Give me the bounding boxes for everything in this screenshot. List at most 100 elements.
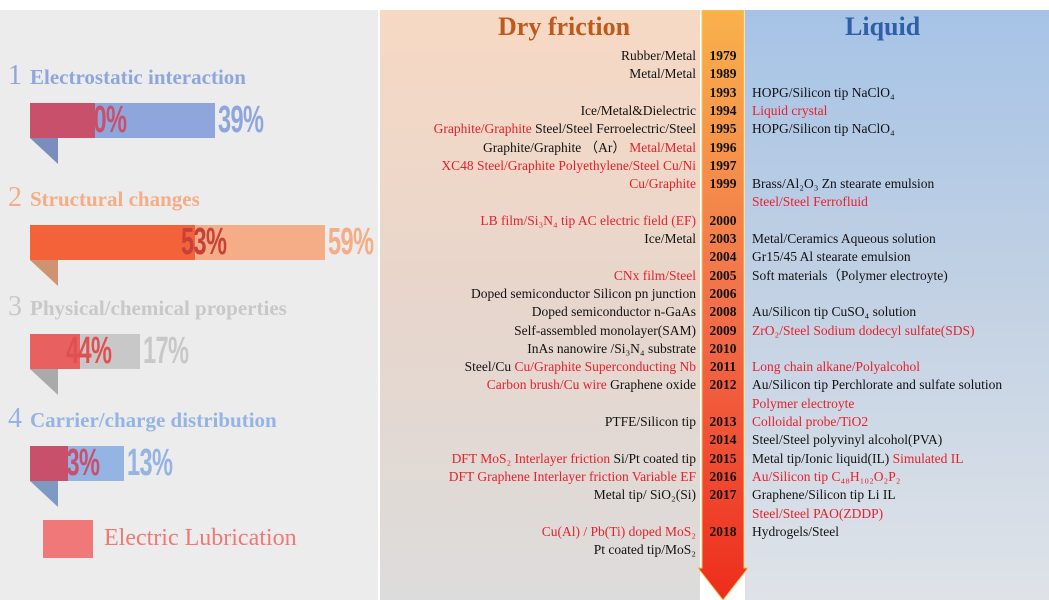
factor-title: 4 Carrier/charge distribution — [8, 403, 277, 435]
entry: Doped semiconductor Silicon pn junction — [471, 285, 696, 301]
dry-percent: 53% — [181, 221, 227, 263]
entry: HOPG/Silicon tip NaClO₄ — [752, 84, 895, 100]
liquid-entry: HOPG/Silicon tip NaClO₄ — [752, 120, 895, 138]
entry: Graphene/Silicon tip Li IL — [752, 487, 896, 503]
factor-title: 2 Structural changes — [8, 182, 200, 214]
entry: Metal/Metal — [629, 66, 696, 82]
liquid-entry: Polymer electroyte — [752, 395, 854, 413]
liquid-percent: 17% — [143, 330, 189, 372]
entry: Ice/Metal&Dielectric — [580, 102, 696, 118]
entry: Doped semiconductor n-GaAs — [531, 304, 696, 320]
entry: HOPG/Silicon tip NaClO₄ — [752, 121, 895, 137]
year: 1996 — [709, 139, 737, 155]
dry-percent: 20% — [81, 99, 127, 141]
year: 2004 — [709, 249, 737, 265]
dry-entry: Cu(Al) / Pb(Ti) doped MoS₂ — [542, 523, 696, 541]
factor-number: 1 — [8, 60, 22, 91]
liquid-entry: Metal/Ceramics Aqueous solution — [752, 230, 936, 248]
dry-bar — [30, 446, 68, 481]
liquid-entry: Steel/Steel polyvinyl alcohol(PVA) — [752, 431, 942, 449]
marker — [30, 481, 58, 507]
liquid-percent: 39% — [218, 99, 264, 141]
dry-title: Dry friction — [498, 12, 631, 41]
dry-entry: DFT MoS₂ Interlayer friction Si/Pt coate… — [452, 450, 696, 468]
marker — [30, 260, 58, 286]
liquid-bar — [68, 446, 124, 481]
dry-entry: XC48 Steel/Graphite Polyethylene/Steel C… — [441, 157, 696, 175]
year: 1997 — [709, 157, 737, 173]
dry-entry: Doped semiconductor n-GaAs — [532, 303, 696, 321]
entry: Soft materials（Polymer electroyte) — [752, 267, 948, 283]
dry-entry: Steel/Cu Cu/Graphite Superconducting Nb — [465, 358, 696, 376]
entry: Gr15/45 Al stearate emulsion — [752, 249, 911, 265]
year: 2015 — [709, 450, 737, 466]
entry: ZrO₂/Steel Sodium dodecyl sulfate(SDS) — [752, 322, 975, 338]
legend-label: Electric Lubrication — [104, 525, 297, 551]
entry: Steel/Cu — [464, 359, 512, 375]
liquid-entry: Long chain alkane/Polyalcohol — [752, 358, 920, 376]
factor-name: Physical/chemical properties — [30, 296, 287, 320]
entry: Long chain alkane/Polyalcohol — [752, 359, 920, 375]
entry: InAs nanowire /Si₃N₄ substrate — [527, 340, 696, 356]
dry-entry: Graphite/Graphite （Ar） Metal/Metal — [483, 139, 696, 157]
year: 1989 — [709, 66, 737, 82]
year: 2011 — [709, 359, 737, 375]
dry-entry: Rubber/Metal — [621, 47, 696, 65]
entry: Ice/Metal — [644, 231, 696, 246]
entry: Graphite/Graphite — [433, 121, 532, 137]
year: 2005 — [709, 267, 737, 283]
dry-entry: InAs nanowire /Si₃N₄ substrate — [527, 340, 696, 358]
factor-title: 1 Electrostatic interaction — [8, 60, 246, 92]
factor-number: 4 — [8, 403, 22, 434]
dry-entry: Carbon brush/Cu wire Graphene oxide — [487, 376, 696, 394]
year: 2006 — [709, 285, 737, 301]
dry-entry: CNx film/Steel — [614, 267, 696, 285]
entry: Colloidal probe/TiO2 — [752, 414, 869, 429]
entry: CNx film/Steel — [613, 267, 696, 283]
liquid-entry: Au/Silicon tip C₄₈H₁₀₂O₂P₂ — [752, 468, 900, 486]
entry: Metal tip/Ionic liquid(IL) — [752, 450, 890, 466]
year: 2009 — [709, 322, 737, 338]
dry-entry: Metal tip/ SiO₂(Si) — [594, 486, 696, 504]
entry: Liquid crystal — [752, 102, 828, 118]
factor-title: 3 Physical/chemical properties — [8, 291, 287, 323]
liquid-title: Liquid — [845, 12, 921, 41]
year: 1995 — [709, 121, 737, 137]
liquid-entry: HOPG/Silicon tip NaClO₄ — [752, 84, 895, 102]
entry: Rubber/Metal — [621, 48, 696, 63]
entry: Steel/Steel Ferroelectric/Steel — [535, 121, 696, 137]
year: 2013 — [709, 414, 737, 429]
liquid-entry: Colloidal probe/TiO2 — [752, 413, 868, 431]
dry-entry: Cu/Graphite — [629, 175, 696, 193]
entry: Brass/Al₂O₃ Zn stearate emulsion — [752, 176, 935, 192]
entry: Graphene oxide — [610, 377, 696, 393]
entry: Cu/Graphite — [629, 176, 696, 192]
year: 2018 — [709, 523, 737, 539]
year: 2016 — [709, 468, 737, 484]
entry: DFT Graphene Interlayer friction Variabl… — [448, 468, 696, 484]
liquid-entry: Hydrogels/Steel — [752, 523, 839, 541]
year: 2017 — [709, 487, 737, 503]
liquid-entry: ZrO₂/Steel Sodium dodecyl sulfate(SDS) — [752, 322, 975, 340]
entry: Metal tip/ SiO₂(Si) — [593, 487, 696, 503]
liquid-entry: Au/Silicon tip Perchlorate and sulfate s… — [752, 376, 1002, 394]
factor-number: 2 — [8, 182, 22, 213]
entry: Carbon brush/Cu wire — [486, 377, 607, 393]
entry: Metal/Metal — [629, 139, 696, 155]
entry: Graphite/Graphite （Ar） — [483, 139, 626, 155]
entry: Simulated IL — [892, 450, 964, 466]
year: 1979 — [709, 48, 737, 63]
liquid-percent: 59% — [328, 221, 374, 263]
dry-entry: LB film/Si₃N₄ tip AC electric field (EF) — [480, 212, 696, 230]
dry-entry: Ice/Metal — [644, 230, 696, 248]
year: 1993 — [709, 84, 737, 100]
year: 2014 — [709, 432, 737, 448]
liquid-entry: Soft materials（Polymer electroyte) — [752, 267, 948, 285]
liquid-bar — [195, 225, 325, 260]
liquid-bar — [95, 103, 215, 138]
liquid-entry: Metal tip/Ionic liquid(IL) Simulated IL — [752, 450, 963, 468]
entry: PTFE/Silicon tip — [604, 414, 696, 429]
entry: Steel/Steel polyvinyl alcohol(PVA) — [752, 432, 943, 448]
dry-percent: 43% — [54, 442, 100, 484]
year: 2010 — [709, 340, 737, 356]
